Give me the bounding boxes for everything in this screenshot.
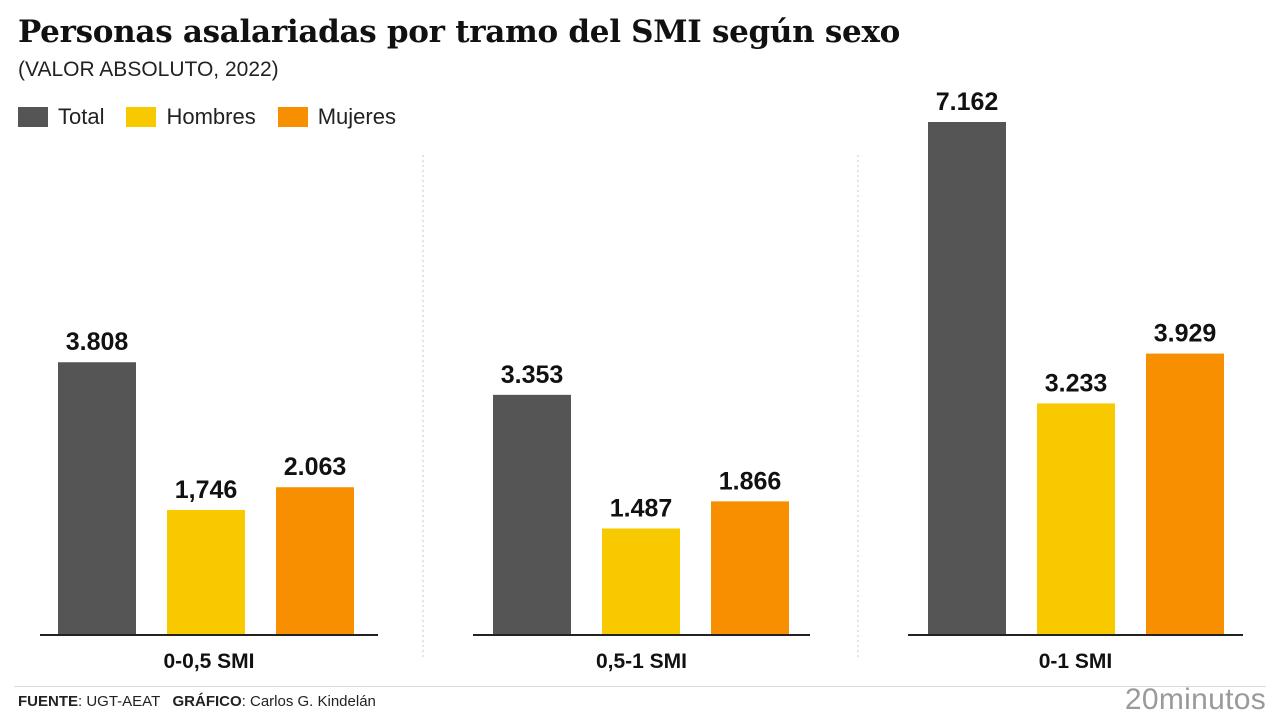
data-label: 3.808 (66, 328, 129, 356)
legend-item-total: Total (18, 104, 104, 130)
category-label: 0-0,5 SMI (163, 650, 254, 673)
legend-label-hombres: Hombres (166, 104, 256, 129)
legend-label-total: Total (58, 104, 105, 129)
data-label: 3.929 (1154, 320, 1217, 348)
chart-subtitle: (VALOR ABSOLUTO, 2022) (18, 58, 279, 81)
bar-mujeres-0-1-smi (1146, 353, 1224, 635)
footer-divider (14, 686, 1266, 687)
legend-label-mujeres: Mujeres (317, 104, 396, 129)
bar-mujeres-0-0-5-smi (276, 487, 354, 635)
bar-hombres-0-1-smi (1037, 403, 1115, 635)
category-label: 0-1 SMI (1039, 650, 1113, 673)
bar-total-0-5-1-smi (493, 394, 571, 635)
bar-total-0-1-smi (928, 122, 1006, 635)
data-label: 1.866 (719, 467, 782, 495)
bar-total-0-0-5-smi (58, 362, 136, 635)
data-label: 7.162 (936, 88, 999, 116)
bar-mujeres-0-5-1-smi (711, 501, 789, 635)
data-label: 2.063 (284, 453, 347, 481)
legend: Total Hombres Mujeres (18, 104, 418, 130)
data-label: 1,746 (175, 476, 238, 504)
bar-hombres-0-0-5-smi (167, 509, 245, 635)
data-label: 3.233 (1045, 369, 1108, 397)
legend-swatch-mujeres (277, 107, 308, 127)
credit-value: : Carlos G. Kindelán (241, 693, 376, 710)
bar-hombres-0-5-1-smi (602, 528, 680, 635)
data-label: 1.487 (610, 494, 673, 522)
data-label: 3.353 (501, 361, 564, 389)
credit-label: GRÁFICO (172, 693, 242, 710)
legend-swatch-hombres (126, 107, 157, 127)
legend-item-hombres: Hombres (126, 104, 256, 130)
legend-item-mujeres: Mujeres (277, 104, 396, 130)
chart-title: Personas asalariadas por tramo del SMI s… (18, 14, 901, 50)
source-value: : UGT-AEAT (78, 693, 160, 710)
category-label: 0,5-1 SMI (596, 650, 687, 673)
footer-credits: FUENTE: UGT-AEAT GRÁFICO: Carlos G. Kind… (18, 693, 376, 710)
source-label: FUENTE (18, 693, 78, 710)
brand-logo: 20minutos (1124, 683, 1266, 716)
legend-swatch-total (18, 107, 48, 127)
bar-chart: 3.808 1,746 2.063 0-0,5 SMI 3.353 1.487 1.866 0… (40, 88, 1243, 673)
